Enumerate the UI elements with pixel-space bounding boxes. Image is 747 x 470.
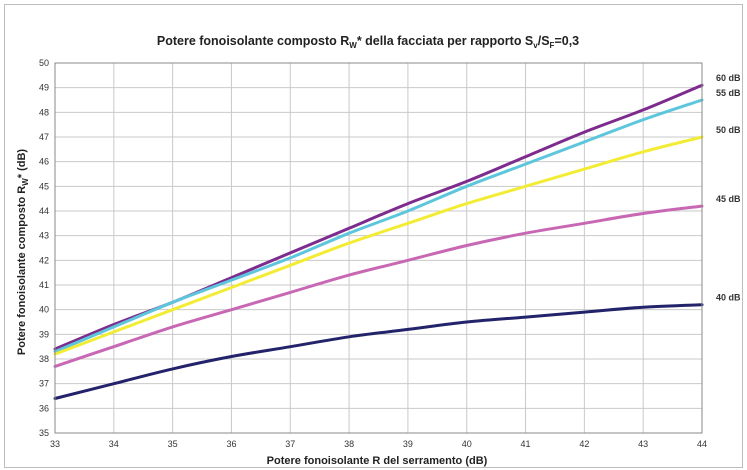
x-tick-label: 35 bbox=[168, 439, 178, 449]
series-line-3 bbox=[53, 204, 704, 368]
y-tick-label: 45 bbox=[39, 181, 49, 191]
x-tick-label: 43 bbox=[638, 439, 648, 449]
y-axis-title: Potere fonoisolante composto RW* (dB) bbox=[16, 149, 30, 356]
chart-svg: Potere fonoisolante composto RW* della f… bbox=[16, 34, 741, 467]
x-tick-label: 33 bbox=[50, 439, 60, 449]
y-axis-ticks: 35 36 37 38 39 40 41 42 43 44 45 46 47 48 49 50 bbox=[39, 58, 49, 438]
grid bbox=[54, 62, 703, 434]
series-end-labels: 60 dB 55 dB 50 dB 45 dB 40 dB bbox=[716, 73, 741, 303]
x-tick-label: 40 bbox=[462, 439, 472, 449]
y-tick-label: 36 bbox=[39, 403, 49, 413]
x-axis-ticks: 33 34 35 36 37 38 39 40 41 42 43 44 bbox=[50, 439, 707, 449]
series-line-2 bbox=[53, 135, 704, 356]
x-tick-label: 37 bbox=[285, 439, 295, 449]
x-tick-label: 41 bbox=[521, 439, 531, 449]
series-end-label: 45 dB bbox=[716, 194, 741, 204]
y-tick-label: 50 bbox=[39, 58, 49, 68]
series-line-4 bbox=[53, 303, 704, 400]
series-line-1 bbox=[53, 98, 704, 354]
x-tick-label: 42 bbox=[579, 439, 589, 449]
y-tick-label: 35 bbox=[39, 428, 49, 438]
chart-figure: Potere fonoisolante composto RW* della f… bbox=[4, 4, 743, 468]
y-tick-label: 43 bbox=[39, 231, 49, 241]
x-tick-label: 34 bbox=[109, 439, 119, 449]
y-tick-label: 46 bbox=[39, 157, 49, 167]
y-tick-label: 42 bbox=[39, 255, 49, 265]
y-tick-label: 40 bbox=[39, 305, 49, 315]
x-tick-label: 36 bbox=[226, 439, 236, 449]
y-tick-label: 49 bbox=[39, 83, 49, 93]
series-lines bbox=[53, 83, 704, 400]
series-end-label: 40 dB bbox=[716, 293, 741, 303]
series-end-label: 60 dB bbox=[716, 73, 741, 83]
chart-title: Potere fonoisolante composto RW* della f… bbox=[157, 34, 579, 50]
y-tick-label: 47 bbox=[39, 132, 49, 142]
y-tick-label: 44 bbox=[39, 206, 49, 216]
y-tick-label: 38 bbox=[39, 354, 49, 364]
y-tick-label: 39 bbox=[39, 329, 49, 339]
plot-frame bbox=[54, 62, 703, 434]
series-end-label: 50 dB bbox=[716, 125, 741, 135]
series-end-label: 55 dB bbox=[716, 88, 741, 98]
x-axis-title: Potere fonoisolante R del serramento (dB… bbox=[267, 455, 488, 467]
x-tick-label: 44 bbox=[697, 439, 707, 449]
x-tick-label: 39 bbox=[403, 439, 413, 449]
x-tick-label: 38 bbox=[344, 439, 354, 449]
y-tick-label: 37 bbox=[39, 379, 49, 389]
y-tick-label: 48 bbox=[39, 107, 49, 117]
y-tick-label: 41 bbox=[39, 280, 49, 290]
